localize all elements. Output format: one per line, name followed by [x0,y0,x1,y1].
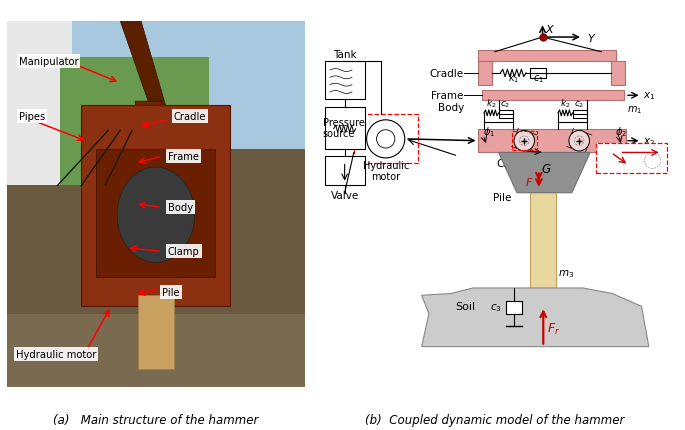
Polygon shape [421,289,649,347]
Text: Fx: Fx [629,147,640,157]
Bar [596,144,667,173]
Text: $x_2$: $x_2$ [643,135,656,147]
Polygon shape [499,153,590,194]
Text: Pipes: Pipes [18,111,45,122]
Bar [499,111,512,118]
Text: Clamp: Clamp [168,247,199,257]
Bar [512,132,536,151]
Text: Valve: Valve [331,190,359,200]
Text: $\phi_2$: $\phi_2$ [615,125,627,139]
Text: Fy: Fy [599,153,612,163]
Text: $F$: $F$ [525,175,534,187]
Text: Clamp: Clamp [497,159,530,169]
Text: (b)  Coupled dynamic model of the hammer: (b) Coupled dynamic model of the hammer [365,413,625,426]
Circle shape [117,168,195,263]
Bar [7,150,305,314]
Text: Pile: Pile [493,193,512,203]
Text: $c_1$: $c_1$ [533,73,544,85]
Bar [138,296,174,369]
Text: $m_1$: $m_1$ [627,104,642,116]
Bar [478,62,493,86]
Text: Pressure
source: Pressure source [323,117,364,139]
Text: Cradle: Cradle [174,111,206,122]
Text: Manipulator: Manipulator [18,57,78,67]
Circle shape [366,120,405,159]
Text: Hydraulic motor: Hydraulic motor [16,349,96,359]
Text: Pile: Pile [162,287,179,297]
Text: Body: Body [168,203,193,213]
Bar [325,108,365,150]
Bar [506,301,522,314]
Text: Frame
Body: Frame Body [432,91,464,113]
Polygon shape [135,102,174,175]
Text: (a)   Main structure of the hammer: (a) Main structure of the hammer [53,413,258,426]
Text: $k_2$: $k_2$ [486,97,497,110]
Text: $k_2$: $k_2$ [560,97,571,110]
Text: $m_2$: $m_2$ [627,150,642,162]
Text: $Y$: $Y$ [586,32,596,44]
Bar [573,111,586,118]
Bar [611,62,625,86]
Bar [482,91,624,101]
Text: $k_1$: $k_1$ [508,71,519,85]
Text: Tank: Tank [333,50,356,60]
Text: Cradle: Cradle [429,69,464,79]
Bar [530,190,556,289]
Circle shape [569,131,590,152]
Bar [7,186,305,387]
Circle shape [514,131,534,152]
Bar [478,129,625,153]
Text: Frame: Frame [168,152,199,162]
Text: $\phi_1$: $\phi_1$ [483,125,495,139]
Text: $c_2$: $c_2$ [575,99,585,110]
Text: $X$: $X$ [545,23,556,34]
Text: Hydraulic
motor: Hydraulic motor [362,160,409,182]
Bar [82,106,230,307]
Text: Soil: Soil [456,301,475,312]
Text: Fe: Fe [597,147,610,157]
Text: $c_3$: $c_3$ [490,301,501,313]
Bar [354,115,418,164]
Text: $F_r$: $F_r$ [547,321,560,336]
Text: $m_3$: $m_3$ [558,268,574,280]
Bar [60,58,210,186]
Bar [530,69,546,79]
Bar [325,61,365,100]
Bar [7,22,305,186]
Bar [478,51,616,61]
Bar [96,150,215,277]
Text: $x_1$: $x_1$ [643,90,656,102]
Text: $c_2$: $c_2$ [500,99,511,110]
Polygon shape [120,22,171,124]
Bar [7,22,73,186]
Text: $G$: $G$ [541,163,551,176]
Bar [325,157,365,186]
